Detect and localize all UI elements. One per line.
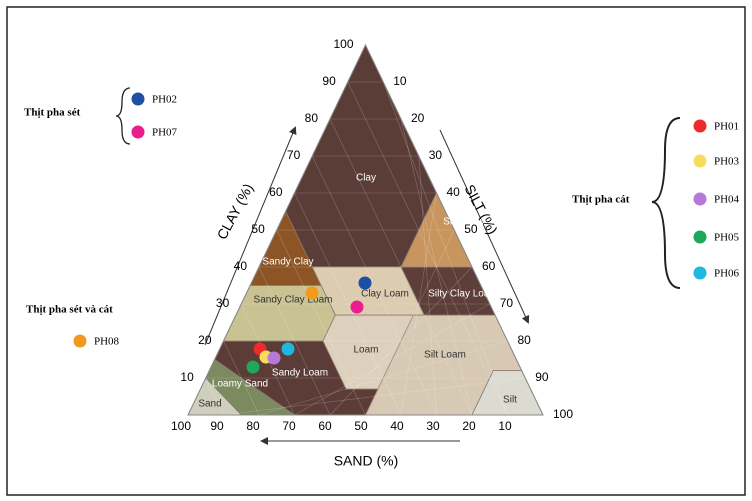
legend-dot	[693, 119, 707, 133]
clay-tick-label: 60	[269, 185, 283, 199]
legend-dot	[693, 230, 707, 244]
region-label: Silty Clay	[443, 217, 485, 228]
region-label: Silt Loam	[424, 350, 466, 361]
clay-title: CLAY (%)	[213, 181, 256, 242]
region-label: Silty Clay Loam	[428, 289, 497, 300]
legend-group: Thịt pha sét và cát	[26, 304, 113, 316]
guide-line	[329, 266, 473, 416]
guide-line	[258, 340, 508, 416]
clay-tick-label: 30	[216, 296, 230, 310]
clay-tick-label: 70	[287, 148, 301, 162]
guide-line	[205, 377, 224, 416]
legend-dot	[131, 125, 145, 139]
clay-tick-label: 10	[180, 370, 194, 384]
region-label: Sandy Clay	[262, 257, 313, 268]
region-label: Sandy Loam	[272, 368, 328, 379]
clay-arrow	[204, 126, 297, 346]
legend-label: PH01	[714, 121, 739, 133]
silt-tick-label: 80	[518, 333, 532, 347]
guide-line	[400, 118, 473, 416]
guide-line	[382, 81, 508, 416]
legend-label: PH06	[714, 268, 740, 280]
sample-point	[246, 360, 260, 374]
clay-tick-label: 40	[234, 259, 248, 273]
silt-tick-label: 40	[447, 185, 461, 199]
region-label: Loamy Sand	[212, 379, 268, 390]
silt-tick-label: 90	[535, 370, 549, 384]
silt-tick-label: 70	[500, 296, 514, 310]
brace	[651, 117, 681, 289]
guide-line	[223, 340, 260, 416]
legend-label: PH03	[714, 156, 740, 168]
legend-dot	[73, 334, 87, 348]
guide-line	[347, 81, 508, 416]
guide-line	[258, 266, 331, 416]
sand-tick-label: 100	[171, 419, 191, 433]
clay-tick-label: 100	[333, 37, 353, 51]
clay-tick-label: 50	[251, 222, 265, 236]
clay-tick-label: 80	[305, 111, 319, 125]
sand-tick-label: 40	[390, 419, 404, 433]
region-label: Clay Loam	[361, 289, 409, 300]
legend-group: Thịt pha sét	[24, 107, 81, 119]
frame	[6, 6, 746, 496]
region-label: Silt	[503, 395, 517, 406]
sample-point	[350, 300, 364, 314]
clay-tick-label: 20	[198, 333, 212, 347]
sand-tick-label: 70	[282, 419, 296, 433]
legend-label: PH05	[714, 232, 740, 244]
guide-line	[329, 118, 473, 416]
region-label: Loam	[353, 345, 378, 356]
guide-line	[311, 155, 437, 416]
guide-line	[276, 229, 366, 416]
legend-label: PH02	[152, 94, 177, 106]
sand-tick-label: 90	[210, 419, 224, 433]
sample-point	[281, 342, 295, 356]
legend-dot	[693, 192, 707, 206]
legend-label: PH07	[152, 127, 178, 139]
silt-tick-label: 100	[553, 407, 573, 421]
silt-tick-label: 20	[411, 111, 425, 125]
guide-line	[418, 155, 437, 416]
sand-title: SAND (%)	[334, 453, 399, 469]
sand-tick-label: 20	[462, 419, 476, 433]
legend-dot	[131, 92, 145, 106]
legend-dot	[693, 266, 707, 280]
sand-tick-label: 80	[246, 419, 260, 433]
region-label: Sandy Clay Loam	[254, 295, 333, 306]
silt-tick-label: 50	[464, 222, 478, 236]
brace	[115, 87, 131, 145]
region-label: Clay	[356, 173, 376, 184]
legend-group: Thịt pha cát	[572, 194, 630, 206]
sand-tick-label: 60	[318, 419, 332, 433]
legend-dot	[693, 154, 707, 168]
silt-tick-label: 30	[429, 148, 443, 162]
guide-line	[365, 229, 455, 416]
legend-label: PH08	[94, 336, 120, 348]
sample-point	[358, 276, 372, 290]
silt-arrow	[439, 129, 530, 324]
sample-point	[267, 351, 281, 365]
silt-tick-label: 10	[393, 74, 407, 88]
clay-tick-label: 90	[322, 74, 336, 88]
regions	[187, 43, 544, 416]
guide-line	[294, 192, 402, 416]
sample-point	[305, 286, 319, 300]
region-label: Sand	[198, 399, 221, 410]
silt-tick-label: 60	[482, 259, 496, 273]
sand-tick-label: 50	[354, 419, 368, 433]
guide-line	[294, 303, 490, 416]
triangle	[187, 43, 544, 416]
sand-tick-label: 10	[498, 419, 512, 433]
guide-line	[223, 377, 526, 416]
guide-line	[400, 192, 437, 416]
legend-label: PH04	[714, 194, 740, 206]
sand-tick-label: 30	[426, 419, 440, 433]
